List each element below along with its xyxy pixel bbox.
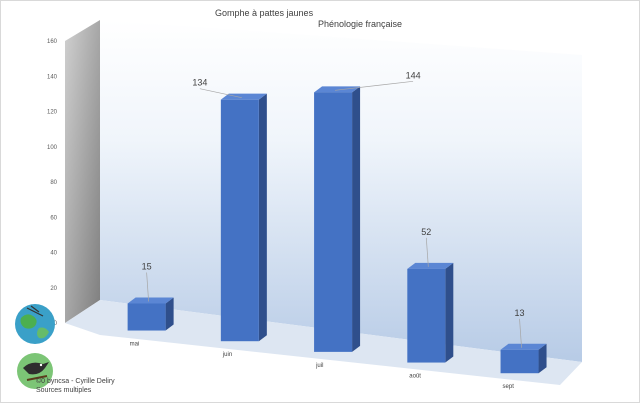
y-tick-label: 0 bbox=[54, 321, 58, 327]
leader-line bbox=[335, 80, 414, 91]
data-label: 144 bbox=[406, 70, 421, 80]
bar-top bbox=[220, 93, 267, 100]
side-wall bbox=[65, 20, 100, 323]
bar-top bbox=[407, 262, 454, 269]
leader-line bbox=[199, 88, 242, 99]
y-tick-label: 100 bbox=[47, 145, 58, 151]
bar bbox=[500, 349, 539, 374]
y-tick-label: 80 bbox=[50, 180, 57, 186]
bar-side bbox=[258, 93, 267, 342]
bird-logo bbox=[17, 353, 53, 389]
chart-title: Gomphe à pattes jaunes bbox=[215, 8, 314, 18]
bar bbox=[127, 303, 166, 331]
bar-top bbox=[127, 297, 174, 304]
credit-line-2: Sources multiples bbox=[36, 387, 92, 394]
globe-logo bbox=[15, 304, 55, 344]
bar bbox=[220, 99, 259, 342]
credit-text: ©0 byncsa - Cyrille Deliry Sources multi… bbox=[36, 377, 115, 395]
leader-line bbox=[519, 318, 522, 348]
y-tick-label: 140 bbox=[47, 74, 58, 80]
y-tick-label: 160 bbox=[47, 39, 58, 45]
data-label: 134 bbox=[192, 78, 207, 88]
data-label: 52 bbox=[421, 227, 431, 237]
bar-side bbox=[445, 262, 454, 363]
category-label: juil bbox=[315, 363, 323, 369]
bar bbox=[407, 268, 446, 363]
y-tick-label: 120 bbox=[47, 110, 58, 116]
bar-top bbox=[500, 343, 547, 350]
data-label: 15 bbox=[142, 261, 152, 271]
leader-line bbox=[146, 272, 149, 302]
data-label: 13 bbox=[515, 308, 525, 318]
bar-side bbox=[165, 297, 174, 331]
chart-subtitle: Phénologie française bbox=[318, 19, 403, 29]
category-label: sept bbox=[503, 384, 515, 390]
bar bbox=[314, 92, 353, 352]
bar-side bbox=[352, 86, 361, 352]
category-label: mai bbox=[130, 342, 140, 348]
bar-top bbox=[314, 86, 361, 93]
category-label: août bbox=[409, 374, 421, 380]
leader-line bbox=[425, 237, 429, 267]
y-tick-label: 60 bbox=[50, 215, 57, 221]
credit-line-1: ©0 byncsa - Cyrille Deliry bbox=[36, 378, 115, 385]
y-tick-label: 40 bbox=[50, 251, 57, 257]
category-label: juin bbox=[222, 352, 232, 358]
y-tick-label: 20 bbox=[50, 286, 57, 292]
bar-side bbox=[538, 343, 547, 374]
